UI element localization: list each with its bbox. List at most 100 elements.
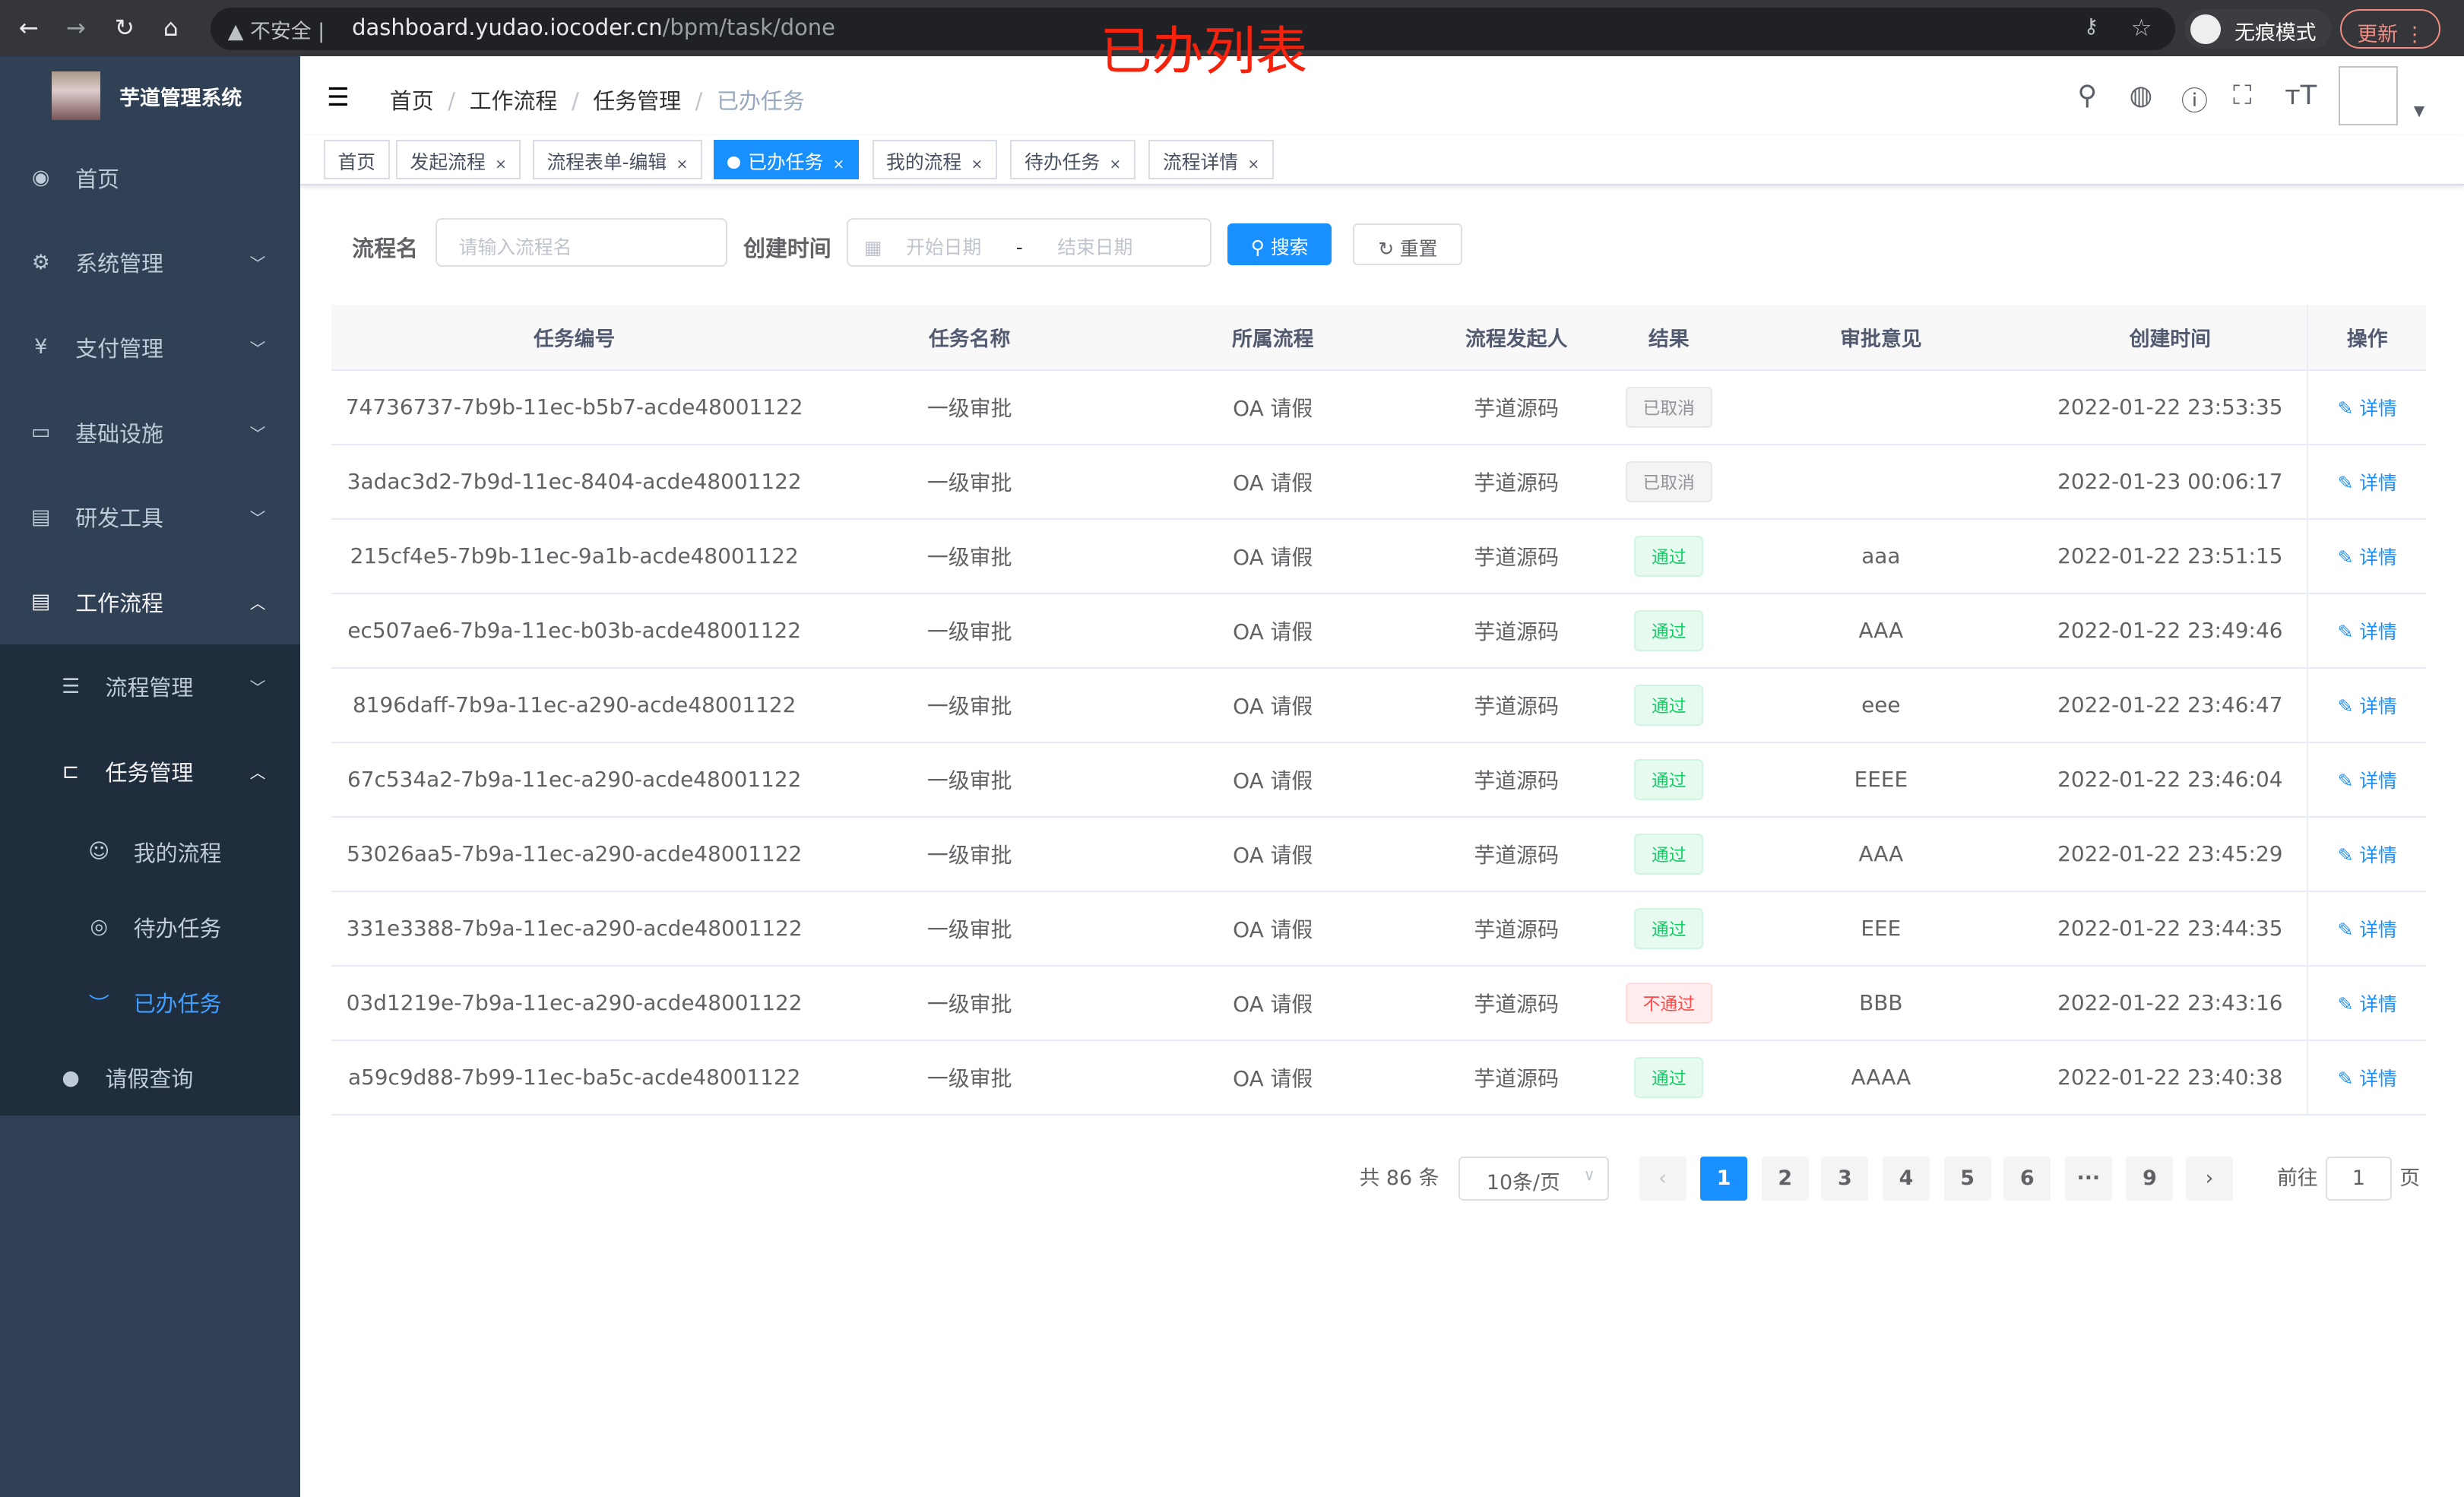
detail-link[interactable]: ✎ 详情 bbox=[2338, 394, 2397, 421]
detail-label: 详情 bbox=[2359, 695, 2397, 717]
close-icon[interactable]: × bbox=[676, 157, 689, 173]
page-button[interactable]: 3 bbox=[1821, 1156, 1869, 1201]
caret-down-icon[interactable]: ▼ bbox=[2413, 103, 2425, 120]
action-cell: ✎ 详情 bbox=[2307, 1040, 2426, 1114]
tag-done-task[interactable]: 已办任务 × bbox=[713, 140, 859, 179]
create-time-label: 创建时间 bbox=[743, 235, 831, 261]
list-icon: ☰ bbox=[61, 674, 81, 698]
fullscreen-icon[interactable]: ⛶ bbox=[2233, 80, 2252, 112]
page-button[interactable]: 1 bbox=[1700, 1156, 1748, 1201]
cell: 3adac3d2-7b9d-11ec-8404-acde48001122 bbox=[347, 469, 802, 495]
cell: 芋道源码 bbox=[1474, 842, 1559, 868]
page-button[interactable]: 6 bbox=[2003, 1156, 2051, 1201]
sidebar-item-leave[interactable]: ● 请假查询 bbox=[0, 1040, 300, 1116]
cell: 芋道源码 bbox=[1474, 470, 1559, 495]
hamburger-icon[interactable]: ☰ bbox=[327, 81, 350, 112]
back-icon[interactable]: ← bbox=[18, 14, 39, 42]
detail-link[interactable]: ✎ 详情 bbox=[2338, 468, 2397, 495]
detail-link[interactable]: ✎ 详情 bbox=[2338, 543, 2397, 570]
cell: 2022-01-22 23:46:04 bbox=[2057, 767, 2283, 793]
url[interactable]: dashboard.yudao.iocoder.cn/bpm/task/done bbox=[352, 14, 835, 40]
cell: OA 请假 bbox=[1233, 544, 1313, 570]
tag-todo-task[interactable]: 待办任务 × bbox=[1010, 140, 1135, 179]
detail-link[interactable]: ✎ 详情 bbox=[2338, 989, 2397, 1017]
cell: 53026aa5-7b9a-11ec-a290-acde48001122 bbox=[347, 841, 803, 867]
cell: 2022-01-22 23:53:35 bbox=[2057, 394, 2283, 420]
table-header: 任务编号 任务名称 所属流程 流程发起人 结果 审批意见 创建时间 操作 bbox=[331, 305, 2427, 371]
sidebar-item-home[interactable]: ◉ 首页 bbox=[0, 135, 300, 220]
action-cell: ✎ 详情 bbox=[2307, 817, 2426, 891]
detail-link[interactable]: ✎ 详情 bbox=[2338, 840, 2397, 868]
status-badge: 通过 bbox=[1634, 908, 1704, 949]
address-bar[interactable] bbox=[211, 8, 2175, 51]
sidebar-item-infra[interactable]: ▭ 基础设施 ﹀ bbox=[0, 390, 300, 475]
detail-label: 详情 bbox=[2359, 546, 2397, 568]
tag-form-edit[interactable]: 流程表单-编辑 × bbox=[532, 140, 702, 179]
status-badge: 通过 bbox=[1634, 610, 1704, 651]
reset-button[interactable]: ↻ 重置 bbox=[1353, 223, 1463, 266]
cell: 芋道源码 bbox=[1474, 767, 1559, 793]
goto-page-input[interactable]: 1 bbox=[2326, 1156, 2392, 1201]
tag-process-detail[interactable]: 流程详情 × bbox=[1148, 140, 1274, 179]
update-button[interactable]: 更新 ⋮ bbox=[2339, 9, 2440, 49]
start-date[interactable]: 开始日期 bbox=[906, 236, 982, 258]
end-date[interactable]: 结束日期 bbox=[1057, 236, 1133, 258]
next-page-button[interactable]: › bbox=[2186, 1156, 2234, 1201]
date-range-picker[interactable]: ▦ 开始日期 - 结束日期 bbox=[847, 218, 1212, 267]
close-icon[interactable]: × bbox=[971, 157, 983, 173]
incognito-badge[interactable]: 无痕模式 bbox=[2184, 9, 2333, 49]
github-icon[interactable]: ◍ bbox=[2129, 80, 2153, 112]
avatar[interactable] bbox=[2338, 65, 2399, 126]
help-icon[interactable]: ⓘ bbox=[2181, 86, 2208, 118]
tags-view: 首页 发起流程 × 流程表单-编辑 × 已办任务 × 我的流程 × 待办任务 × 流程详情… bbox=[299, 135, 2464, 185]
tag-start-process[interactable]: 发起流程 × bbox=[396, 140, 521, 179]
forward-icon[interactable]: → bbox=[65, 14, 86, 42]
cell: OA 请假 bbox=[1233, 991, 1313, 1017]
page-button[interactable]: 4 bbox=[1882, 1156, 1930, 1201]
sidebar-item-devtools[interactable]: ▤ 研发工具 ﹀ bbox=[0, 474, 300, 559]
sidebar-item-pay[interactable]: ¥ 支付管理 ﹀ bbox=[0, 305, 300, 390]
detail-link[interactable]: ✎ 详情 bbox=[2338, 1064, 2397, 1091]
tag-my-process[interactable]: 我的流程 × bbox=[872, 140, 997, 179]
sidebar-item-done[interactable]: ︶ 已办任务 bbox=[0, 964, 300, 1040]
close-icon[interactable]: × bbox=[832, 157, 845, 173]
page-button[interactable]: ··· bbox=[2064, 1156, 2112, 1201]
detail-link[interactable]: ✎ 详情 bbox=[2338, 915, 2397, 942]
process-name-input[interactable]: 请输入流程名 bbox=[435, 218, 728, 267]
tag-home[interactable]: 首页 bbox=[323, 140, 390, 179]
sidebar-item-todo[interactable]: ◎ 待办任务 bbox=[0, 889, 300, 964]
breadcrumb-item[interactable]: 工作流程 bbox=[469, 87, 558, 114]
sidebar-item-system[interactable]: ⚙ 系统管理 ﹀ bbox=[0, 220, 300, 305]
detail-link[interactable]: ✎ 详情 bbox=[2338, 617, 2397, 644]
process-name-label: 流程名 bbox=[352, 235, 418, 261]
sidebar-item-workflow[interactable]: ▤ 工作流程 ︿ bbox=[0, 559, 300, 644]
search-button[interactable]: ⚲ 搜索 bbox=[1227, 223, 1332, 266]
search-icon[interactable]: ⚲ bbox=[2077, 80, 2098, 112]
close-icon[interactable]: × bbox=[1247, 157, 1260, 173]
star-icon[interactable]: ☆ bbox=[2130, 14, 2152, 42]
page-button[interactable]: 9 bbox=[2126, 1156, 2174, 1201]
detail-link[interactable]: ✎ 详情 bbox=[2338, 766, 2397, 793]
sidebar-item-task-manage[interactable]: ⊏ 任务管理 ︿ bbox=[0, 729, 300, 814]
insecure-label[interactable]: ▲ 不安全 | bbox=[227, 19, 325, 43]
font-size-icon[interactable]: ᴛT bbox=[2285, 80, 2317, 112]
cell: 芋道源码 bbox=[1474, 693, 1559, 719]
close-icon[interactable]: × bbox=[1109, 157, 1122, 173]
eye-icon: ◎ bbox=[90, 915, 108, 939]
home-icon[interactable]: ⌂ bbox=[163, 14, 179, 42]
page-size-select[interactable]: 10条/页 ∨ bbox=[1458, 1156, 1610, 1201]
page-button[interactable]: 2 bbox=[1761, 1156, 1809, 1201]
breadcrumb-item[interactable]: 任务管理 bbox=[593, 87, 682, 114]
detail-link[interactable]: ✎ 详情 bbox=[2338, 692, 2397, 719]
sidebar-logo[interactable]: 芋道管理系统 bbox=[0, 56, 300, 135]
sidebar-item-my-process[interactable]: ☺ 我的流程 bbox=[0, 814, 300, 889]
close-icon[interactable]: × bbox=[495, 157, 507, 173]
cell: 芋道源码 bbox=[1474, 395, 1559, 421]
key-icon[interactable]: ⚷ bbox=[2083, 14, 2099, 38]
page-button[interactable]: 5 bbox=[1943, 1156, 1991, 1201]
breadcrumb-item[interactable]: 首页 bbox=[389, 87, 434, 114]
reload-icon[interactable]: ↻ bbox=[114, 14, 135, 42]
sidebar-item-process-manage[interactable]: ☰ 流程管理 ﹀ bbox=[0, 644, 300, 730]
prev-page-button[interactable]: ‹ bbox=[1639, 1156, 1686, 1201]
col-header: 任务名称 bbox=[928, 328, 1011, 352]
